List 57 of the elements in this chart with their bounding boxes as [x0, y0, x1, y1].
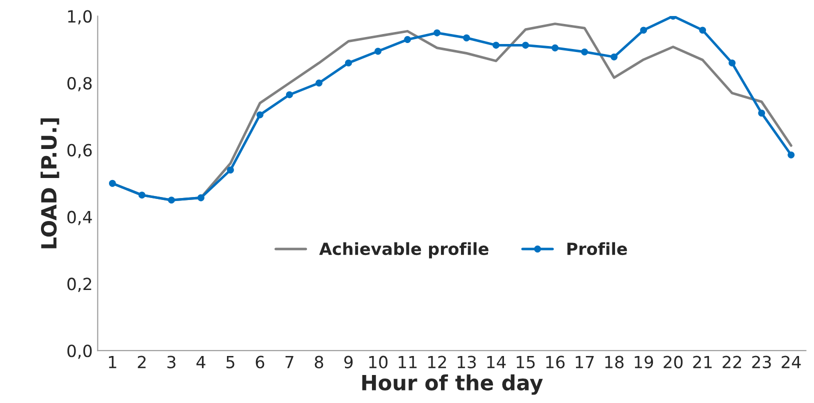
x-tick-label: 3 — [167, 356, 176, 368]
point — [758, 110, 766, 117]
x-tick-label: 16 — [546, 356, 565, 368]
y-axis-title: LOAD [P.U.] — [40, 118, 60, 248]
x-tick-label: 5 — [226, 356, 234, 368]
point — [640, 26, 648, 34]
x-tick-label: 22 — [722, 356, 742, 368]
point — [168, 196, 175, 204]
x-axis-title: Hour of the day — [362, 374, 543, 395]
point — [256, 111, 264, 118]
legend-label: Profile — [567, 242, 627, 256]
point — [404, 36, 411, 44]
x-tick-label: 23 — [752, 356, 771, 368]
point — [699, 26, 706, 34]
point — [610, 53, 618, 60]
x-tick-label: 6 — [256, 356, 264, 368]
point — [197, 194, 204, 202]
point — [316, 80, 322, 86]
point — [581, 48, 588, 56]
y-tick-label: 0,0 — [67, 344, 92, 359]
x-tick-label: 20 — [664, 356, 683, 368]
x-tick-label: 21 — [693, 356, 712, 368]
point — [374, 48, 382, 55]
y-tick-label: 0,8 — [67, 76, 92, 92]
x-tick-label: 19 — [634, 356, 653, 368]
x-tick-label: 17 — [576, 356, 594, 368]
point — [552, 44, 559, 52]
x-tick-label: 12 — [428, 356, 446, 368]
y-tick-label: 0,2 — [67, 278, 92, 292]
x-tick-label: 4 — [196, 356, 206, 368]
x-tick-label: 1 — [108, 356, 116, 368]
x-tick-label: 2 — [138, 356, 146, 368]
x-tick-label: 15 — [516, 356, 535, 368]
y-tick-label: 1,0 — [68, 10, 92, 24]
point — [434, 29, 440, 36]
legend-label: Achievable profile — [319, 242, 488, 258]
x-tick-label: 8 — [314, 356, 324, 368]
y-tick-label: 0,6 — [67, 144, 92, 158]
x-tick-label: 18 — [605, 356, 624, 368]
point — [728, 59, 736, 66]
point — [492, 42, 500, 49]
x-tick-label: 24 — [782, 356, 801, 368]
point — [138, 192, 146, 199]
point — [463, 34, 470, 42]
x-tick-label: 10 — [369, 356, 388, 368]
x-tick-label: 11 — [398, 356, 417, 368]
y-tick-label: 0,4 — [67, 210, 92, 226]
point — [522, 42, 530, 49]
x-tick-label: 7 — [286, 356, 294, 368]
point — [788, 151, 795, 158]
x-tick-label: 14 — [487, 356, 506, 368]
x-tick-label: 9 — [344, 356, 353, 368]
point — [226, 166, 234, 174]
point — [345, 59, 352, 66]
x-tick-label: 13 — [458, 356, 476, 368]
point — [108, 180, 116, 187]
point — [286, 91, 293, 98]
